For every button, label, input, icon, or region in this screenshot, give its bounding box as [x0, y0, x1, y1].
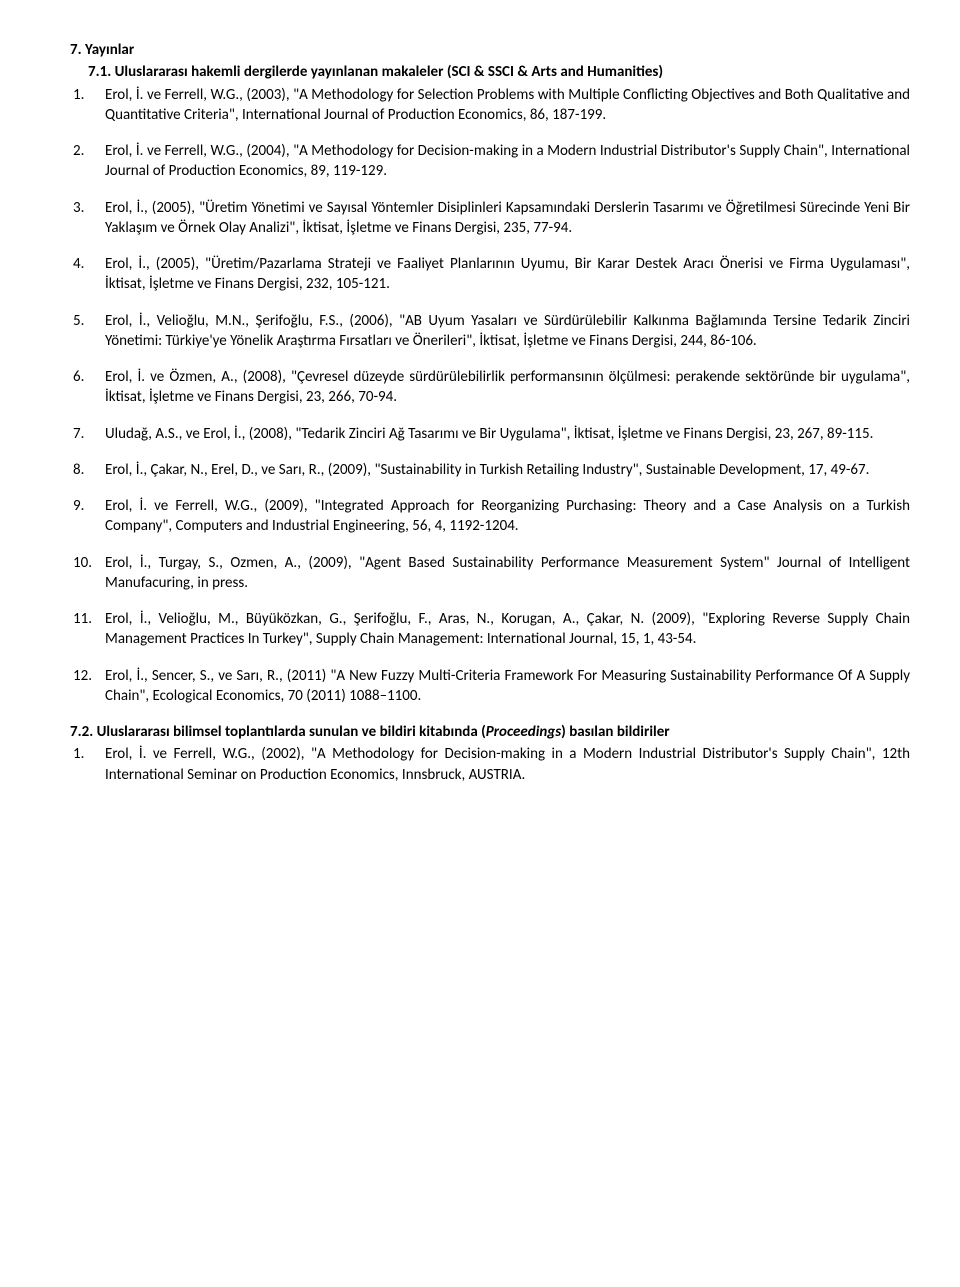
- publication-entry: 11. Erol, İ., Velioğlu, M., Büyüközkan, …: [105, 609, 910, 650]
- section-7-heading: 7. Yayınlar: [70, 40, 910, 60]
- entry-text: Erol, İ., Velioğlu, M.N., Şerifoğlu, F.S…: [105, 312, 910, 350]
- entry-number: 11.: [89, 609, 105, 629]
- publication-entry: 2. Erol, İ. ve Ferrell, W.G., (2004), "A…: [105, 141, 910, 182]
- publication-entry: 7. Uludağ, A.S., ve Erol, İ., (2008), "T…: [105, 424, 910, 444]
- entry-number: 7.: [89, 424, 105, 444]
- entry-number: 4.: [89, 254, 105, 274]
- section-7-2-prefix: 7.2. Uluslararası bilimsel toplantılarda…: [70, 723, 486, 741]
- entry-number: 9.: [89, 496, 105, 516]
- entry-number: 12.: [89, 666, 105, 686]
- entry-text: Erol, İ. ve Ferrell, W.G., (2002), "A Me…: [105, 745, 910, 783]
- entry-text: Erol, İ., (2005), "Üretim Yönetimi ve Sa…: [105, 199, 910, 237]
- publication-list-71: 1. Erol, İ. ve Ferrell, W.G., (2003), "A…: [70, 85, 910, 707]
- entry-number: 1.: [89, 85, 105, 105]
- section-7-2-suffix: ) basılan bildiriler: [561, 723, 669, 741]
- entry-text: Erol, İ., (2005), "Üretim/Pazarlama Stra…: [105, 255, 910, 293]
- entry-number: 8.: [89, 460, 105, 480]
- entry-number: 6.: [89, 367, 105, 387]
- entry-text: Erol, İ., Velioğlu, M., Büyüközkan, G., …: [105, 610, 910, 648]
- publication-entry: 10. Erol, İ., Turgay, S., Ozmen, A., (20…: [105, 553, 910, 594]
- publication-entry: 4. Erol, İ., (2005), "Üretim/Pazarlama S…: [105, 254, 910, 295]
- entry-text: Uludağ, A.S., ve Erol, İ., (2008), "Teda…: [105, 425, 873, 443]
- entry-text: Erol, İ. ve Ferrell, W.G., (2004), "A Me…: [105, 142, 910, 180]
- publication-entry: 1. Erol, İ. ve Ferrell, W.G., (2003), "A…: [105, 85, 910, 126]
- publication-entry: 12. Erol, İ., Sencer, S., ve Sarı, R., (…: [105, 666, 910, 707]
- entry-text: Erol, İ. ve Ferrell, W.G., (2003), "A Me…: [105, 86, 910, 124]
- publication-entry: 1. Erol, İ. ve Ferrell, W.G., (2002), "A…: [105, 744, 910, 785]
- entry-text: Erol, İ. ve Ferrell, W.G., (2009), "Inte…: [105, 497, 910, 535]
- entry-number: 2.: [89, 141, 105, 161]
- entry-text: Erol, İ., Sencer, S., ve Sarı, R., (2011…: [105, 667, 910, 705]
- publication-list-72: 1. Erol, İ. ve Ferrell, W.G., (2002), "A…: [70, 744, 910, 785]
- publication-entry: 5. Erol, İ., Velioğlu, M.N., Şerifoğlu, …: [105, 311, 910, 352]
- publication-entry: 8. Erol, İ., Çakar, N., Erel, D., ve Sar…: [105, 460, 910, 480]
- publication-entry: 9. Erol, İ. ve Ferrell, W.G., (2009), "I…: [105, 496, 910, 537]
- publication-entry: 3. Erol, İ., (2005), "Üretim Yönetimi ve…: [105, 198, 910, 239]
- entry-number: 5.: [89, 311, 105, 331]
- section-7-2-heading: 7.2. Uluslararası bilimsel toplantılarda…: [70, 722, 910, 742]
- entry-number: 1.: [89, 744, 105, 764]
- entry-number: 10.: [89, 553, 105, 573]
- entry-text: Erol, İ. ve Özmen, A., (2008), "Çevresel…: [105, 368, 910, 406]
- section-7-2-italic: Proceedings: [486, 723, 561, 741]
- entry-number: 3.: [89, 198, 105, 218]
- publication-entry: 6. Erol, İ. ve Özmen, A., (2008), "Çevre…: [105, 367, 910, 408]
- entry-text: Erol, İ., Çakar, N., Erel, D., ve Sarı, …: [105, 461, 869, 479]
- section-7-1-heading: 7.1. Uluslararası hakemli dergilerde yay…: [88, 62, 910, 82]
- entry-text: Erol, İ., Turgay, S., Ozmen, A., (2009),…: [105, 554, 910, 592]
